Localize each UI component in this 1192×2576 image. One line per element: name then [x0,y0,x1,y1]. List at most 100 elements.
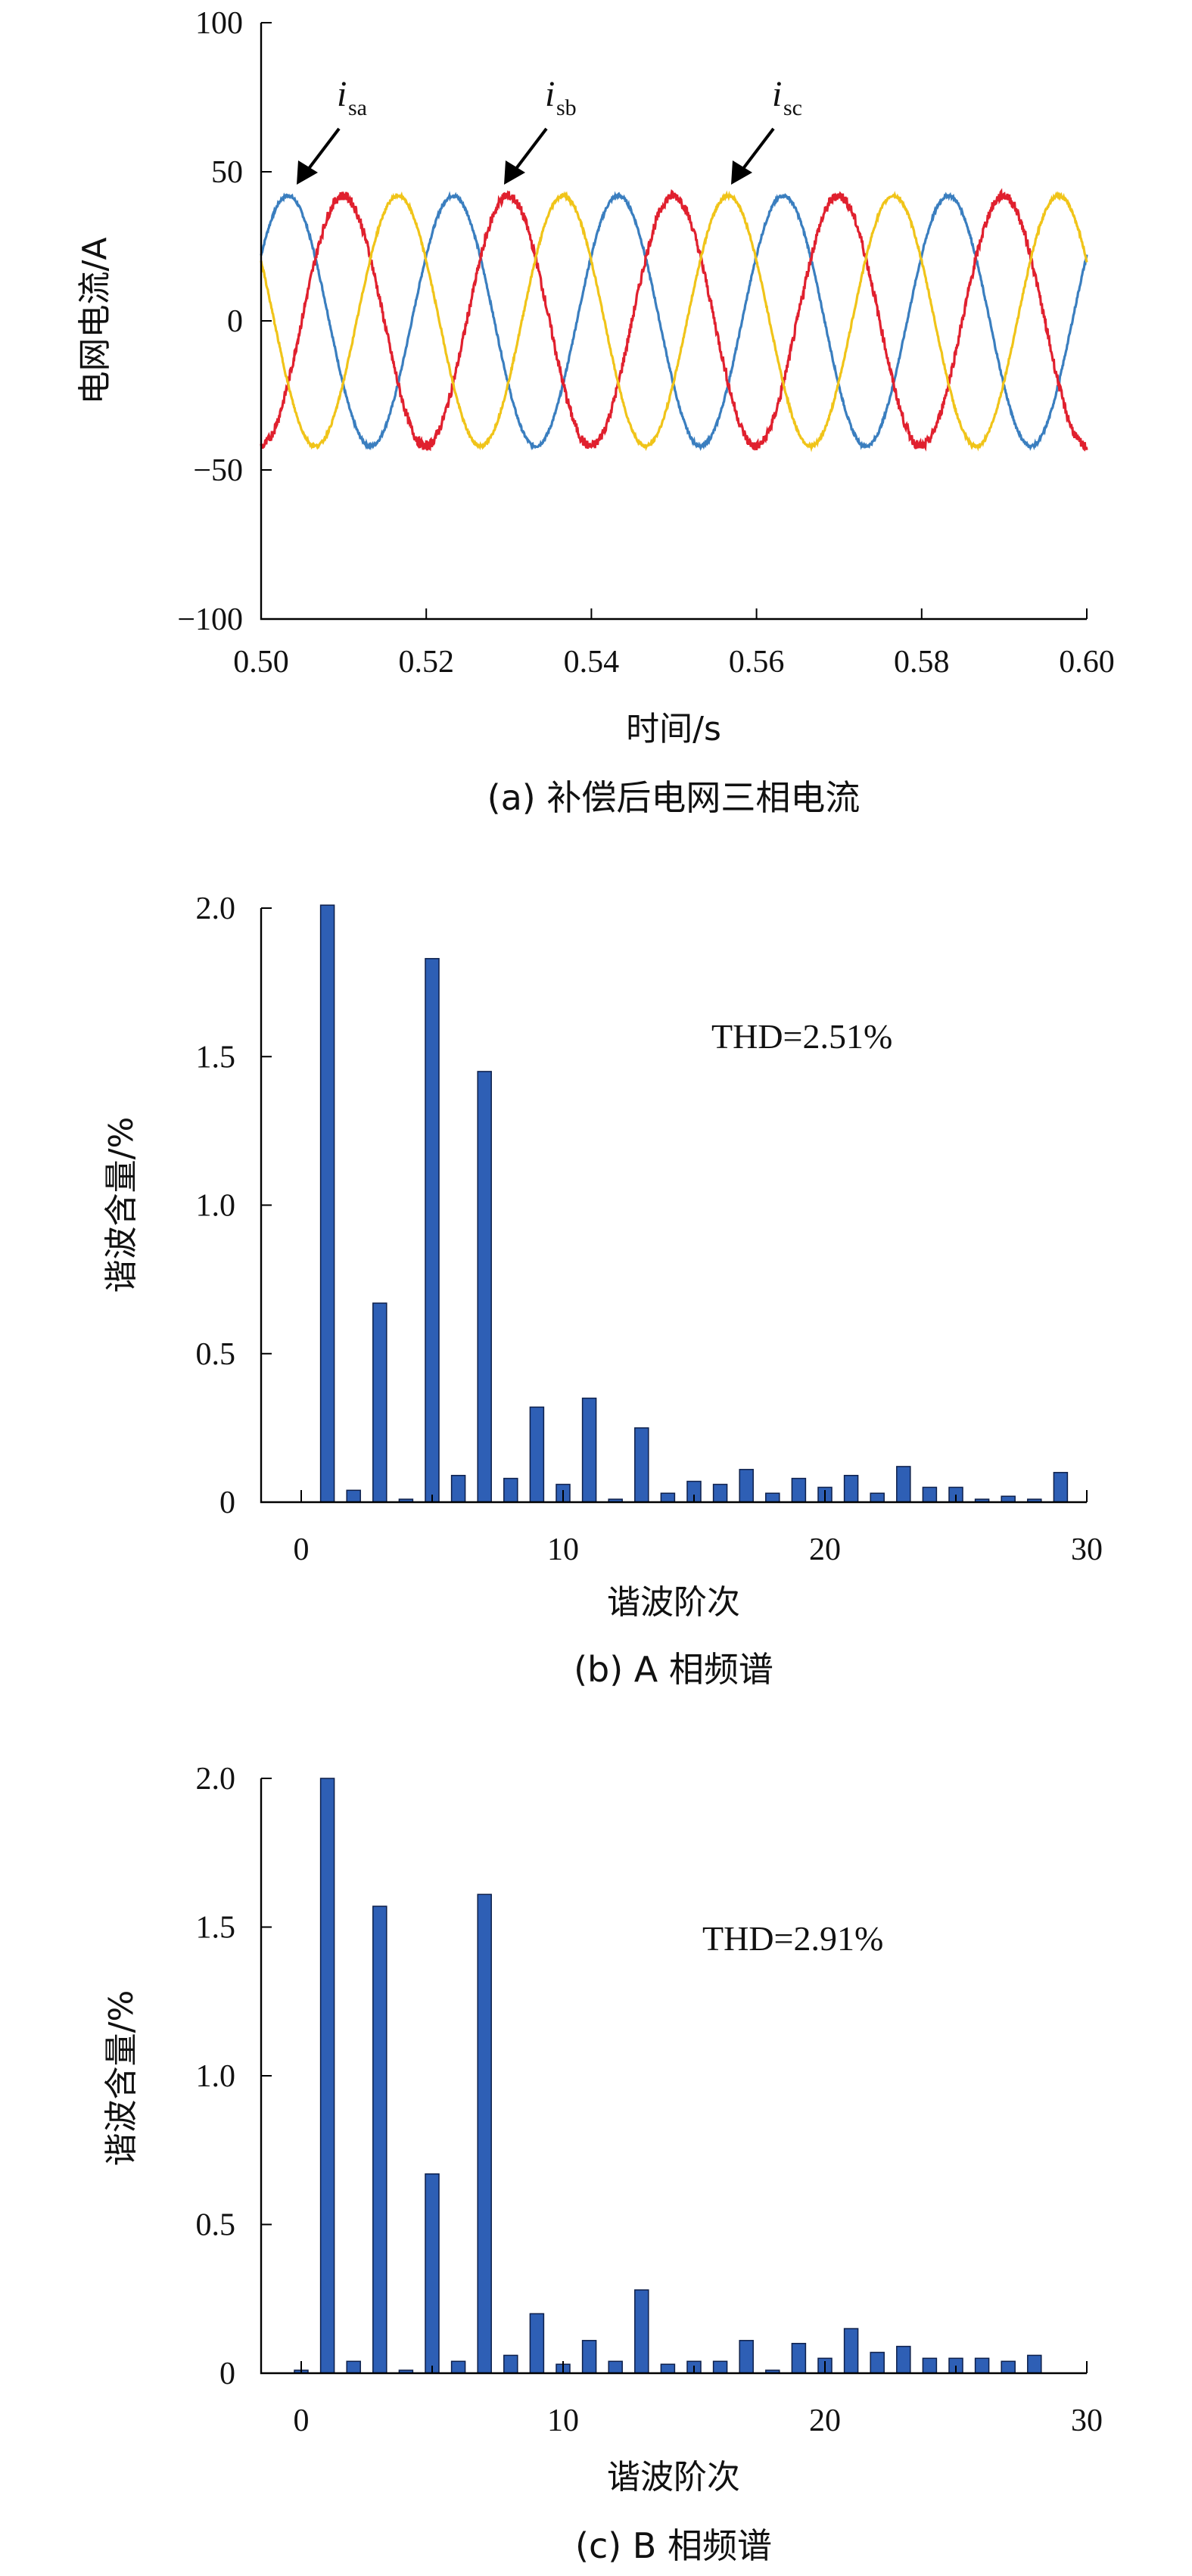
bar-harmonic-1 [319,904,335,1503]
bar-harmonic-16 [712,2360,728,2374]
bar-harmonic-2 [346,1489,361,1503]
bar-harmonic-8 [503,1477,518,1503]
panel-a-line-chart: −100 −50 0 50 100 0.50 0.52 0.54 0.56 0.58 0.60 电… [76,6,1115,818]
bar-harmonic-24 [922,2357,938,2374]
bar-harmonic-13 [634,2289,649,2374]
y-tick-label: 0 [219,1486,235,1520]
bar-harmonic-6 [450,1474,466,1503]
bar-harmonic-12 [608,2360,623,2374]
a-y-tick-label: −50 [193,453,243,488]
bar-harmonic-7 [477,1071,492,1503]
bar-harmonic-6 [450,2360,466,2374]
x-tick-label: 10 [547,1532,579,1567]
y-tick-label: 0.5 [196,1337,236,1372]
a-x-tick-label: 0.56 [729,645,785,680]
bar-harmonic-19 [791,1477,807,1503]
bar-harmonic-22 [870,1492,885,1503]
x-tick-label: 30 [1071,2403,1103,2438]
isb-main: i [545,74,555,114]
y-tick-label: 1.5 [196,1040,236,1075]
b-x-ticks: 0 10 20 30 [294,1490,1103,1567]
y-tick-label: 0 [219,2357,235,2391]
a-x-ticks: 0.50 0.52 0.54 0.56 0.58 0.60 [233,608,1115,680]
y-tick-label: 2.0 [196,891,236,926]
panel-c-bar-chart: 0 0.5 1.0 1.5 2.0 0 10 20 30 THD=2.91% 谐波含量/% 谐… [102,1762,1103,2566]
x-tick-label: 30 [1071,1532,1103,1567]
a-x-tick-label: 0.58 [894,645,950,680]
bar-harmonic-9 [529,1406,545,1503]
bar-harmonic-29 [1053,1472,1069,1503]
panel-b-bar-chart: 0 0.5 1.0 1.5 2.0 0 10 20 30 THD=2.51% 谐波含量/% 谐… [102,891,1103,1690]
x-tick-label: 0 [294,2403,310,2438]
c-x-ticks: 0 10 20 30 [294,2361,1103,2438]
isb-arrowhead [504,160,525,185]
annotation-isb: i sb [504,74,577,185]
isc-main: i [772,74,782,114]
annotation-isc: i sc [731,74,802,185]
x-tick-label: 10 [547,2403,579,2438]
a-y-tick-label: 50 [211,155,243,190]
b-bars [319,904,1069,1503]
isb-arrow [512,127,548,174]
a-y-tick-label: 100 [195,6,243,41]
a-y-ticks: −100 −50 0 50 100 [177,6,272,637]
b-x-axis-label: 谐波阶次 [607,1583,740,1622]
bar-harmonic-16 [712,1483,728,1503]
isa-main: i [337,74,347,114]
bar-harmonic-27 [1001,2360,1016,2374]
b-y-ticks: 0 0.5 1.0 1.5 2.0 [196,891,272,1520]
b-thd-annotation: THD=2.51% [711,1017,892,1056]
b-y-axis-label: 谐波含量/% [102,1117,141,1293]
a-x-axis-label: 时间/s [626,710,721,748]
c-thd-annotation: THD=2.91% [702,1919,883,1958]
bar-harmonic-1 [319,1778,335,2374]
isa-arrowhead [297,160,318,185]
bar-harmonic-11 [581,2340,597,2374]
bar-harmonic-3 [372,1302,387,1503]
c-x-axis-label: 谐波阶次 [607,2458,740,2497]
bar-harmonic-5 [425,2173,440,2374]
bar-harmonic-8 [503,2354,518,2374]
bar-harmonic-24 [922,1486,938,1503]
bar-harmonic-21 [843,1474,859,1503]
y-tick-label: 1.5 [196,1911,236,1946]
bar-harmonic-23 [896,1466,911,1503]
bar-harmonic-13 [634,1427,649,1503]
a-x-tick-label: 0.50 [233,645,289,680]
c-bars [294,1778,1042,2374]
annotation-isa: i sa [297,74,367,185]
bar-harmonic-28 [1027,2354,1042,2374]
c-caption: (c) B 相频谱 [575,2525,772,2566]
bar-harmonic-11 [581,1397,597,1503]
a-x-tick-label: 0.52 [398,645,454,680]
y-tick-label: 2.0 [196,1762,236,1797]
a-y-tick-label: −100 [177,602,243,637]
bar-harmonic-23 [896,2345,911,2374]
x-tick-label: 0 [294,1532,310,1567]
bar-harmonic-17 [739,1469,754,1503]
a-x-tick-label: 0.54 [564,645,620,680]
bar-harmonic-7 [477,1893,492,2374]
bar-harmonic-21 [843,2328,859,2374]
isb-sub: sb [556,95,577,120]
isa-arrow [304,127,341,174]
a-y-tick-label: 0 [227,304,243,339]
x-tick-label: 20 [809,1532,841,1567]
y-tick-label: 1.0 [196,1189,236,1224]
b-caption: (b) A 相频谱 [574,1649,773,1690]
isc-arrow [739,127,775,174]
y-tick-label: 1.0 [196,2059,236,2094]
bar-harmonic-17 [739,2340,754,2374]
bar-harmonic-19 [791,2342,807,2374]
a-caption: (a) 补偿后电网三相电流 [487,777,861,818]
bar-harmonic-14 [660,2363,676,2374]
x-tick-label: 20 [809,2403,841,2438]
a-y-axis-label: 电网电流/A [76,238,114,405]
a-x-tick-label: 0.60 [1059,645,1115,680]
series-line-sb [260,188,1088,452]
bar-harmonic-2 [346,2360,361,2374]
isc-sub: sc [783,95,802,120]
current-waveforms [260,188,1088,453]
bar-harmonic-9 [529,2313,545,2374]
bar-harmonic-18 [765,1492,780,1503]
